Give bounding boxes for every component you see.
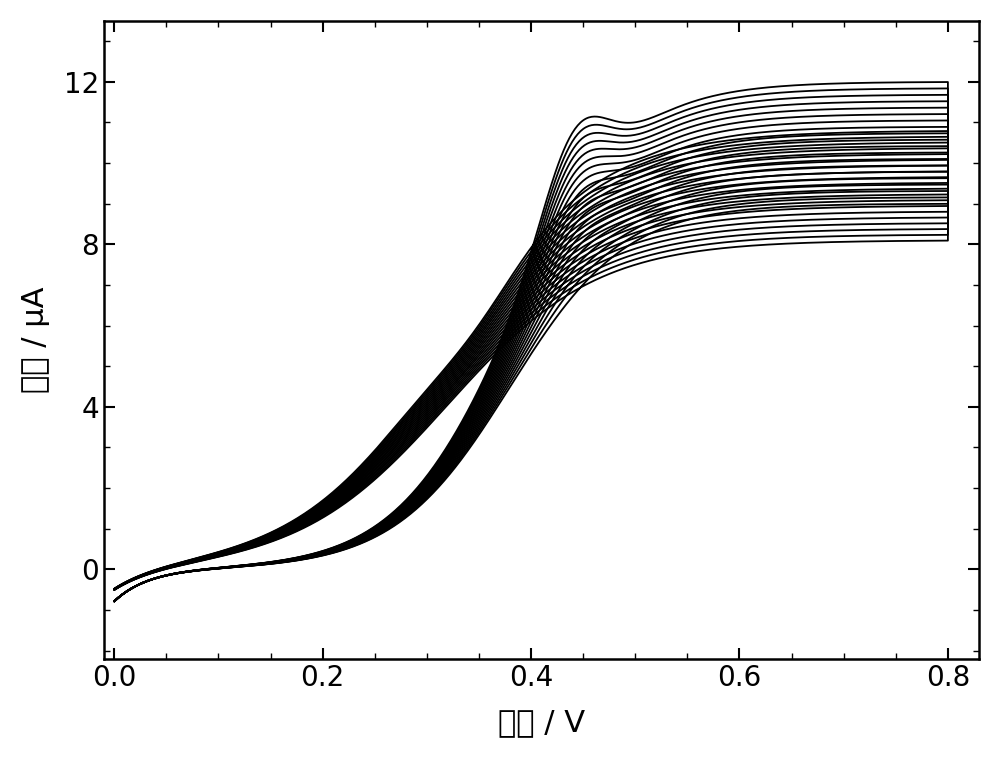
X-axis label: 电位 / V: 电位 / V [498, 708, 585, 738]
Y-axis label: 电流 / μA: 电流 / μA [21, 287, 50, 393]
